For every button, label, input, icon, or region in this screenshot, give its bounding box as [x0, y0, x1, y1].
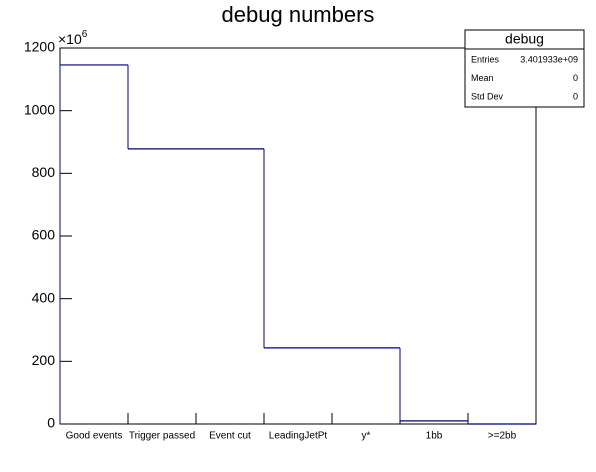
stats-value: 3.401933e+09	[520, 54, 578, 64]
x-tick-label: Good events	[66, 431, 123, 442]
stats-title: debug	[505, 31, 544, 47]
stats-label: Mean	[471, 73, 494, 83]
x-tick-label: 1bb	[426, 431, 443, 442]
y-tick-label: 600	[32, 227, 56, 243]
chart-title: debug numbers	[222, 2, 375, 27]
y-tick-label: 1000	[24, 101, 55, 117]
stats-label: Entries	[471, 54, 500, 64]
stats-value: 0	[573, 91, 578, 101]
y-multiplier: ×106	[58, 29, 88, 47]
stats-label: Std Dev	[471, 91, 504, 101]
x-tick-label: y*	[362, 431, 371, 442]
y-tick-label: 800	[32, 164, 56, 180]
stats-frame	[464, 29, 585, 108]
y-multiplier-base: ×10	[58, 31, 82, 47]
y-tick-label: 1200	[24, 39, 55, 55]
x-tick-label: Event cut	[209, 431, 251, 442]
y-tick-label: 0	[47, 415, 55, 431]
x-tick-label: LeadingJetPt	[269, 431, 328, 442]
y-multiplier-exponent: 6	[82, 29, 88, 40]
stats-value: 0	[573, 73, 578, 83]
y-tick-label: 200	[32, 352, 56, 368]
x-tick-label: Trigger passed	[129, 431, 195, 442]
x-tick-label: >=2bb	[488, 431, 517, 442]
stats-box: debug	[464, 29, 585, 108]
y-tick-label: 400	[32, 289, 56, 305]
